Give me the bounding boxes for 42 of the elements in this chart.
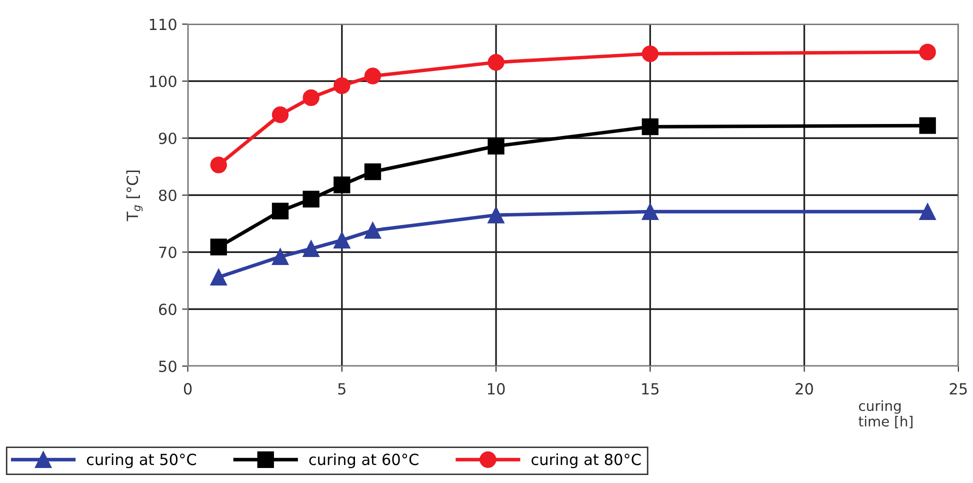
point xyxy=(210,156,227,174)
y-tick-label: 70 xyxy=(159,246,176,258)
y-tick-label: 90 xyxy=(158,132,176,144)
point xyxy=(642,45,658,62)
y-tick-label: 50 xyxy=(159,360,176,372)
point xyxy=(334,77,350,94)
point xyxy=(272,248,289,266)
point xyxy=(210,268,227,286)
y-tick-label: 110 xyxy=(150,18,176,30)
point xyxy=(302,89,320,106)
point xyxy=(302,240,320,258)
point xyxy=(272,106,289,124)
legend-label: curing at 80°C xyxy=(532,453,641,468)
x-tick-label: 15 xyxy=(642,383,659,395)
point xyxy=(272,202,289,220)
x-tick-label: 20 xyxy=(796,383,813,395)
x-tick-label: 10 xyxy=(488,383,505,395)
point xyxy=(364,222,382,239)
point xyxy=(334,176,350,194)
point xyxy=(364,68,382,84)
y-tick-label: 80 xyxy=(158,190,176,202)
y-axis-title: T$_{g}$ [°C] xyxy=(126,170,143,222)
y-tick-label: 100 xyxy=(150,76,176,88)
point xyxy=(334,232,350,248)
point xyxy=(488,206,504,224)
point xyxy=(488,54,504,71)
x-tick-label: 0 xyxy=(184,383,192,395)
point xyxy=(642,118,658,136)
x-tick-label: 25 xyxy=(950,383,967,395)
y-tick-label: 60 xyxy=(159,304,176,316)
point xyxy=(919,117,936,134)
point xyxy=(364,163,382,180)
x-tick-label: 5 xyxy=(338,383,346,395)
point xyxy=(210,238,227,256)
point xyxy=(919,203,936,220)
legend-label: curing at 50°C xyxy=(86,453,196,468)
legend-label: curing at 60°C xyxy=(309,453,418,468)
x-axis-title: curing time [h] xyxy=(858,400,912,428)
point xyxy=(302,190,320,208)
point xyxy=(919,44,936,60)
point xyxy=(488,138,504,154)
point xyxy=(642,203,658,220)
